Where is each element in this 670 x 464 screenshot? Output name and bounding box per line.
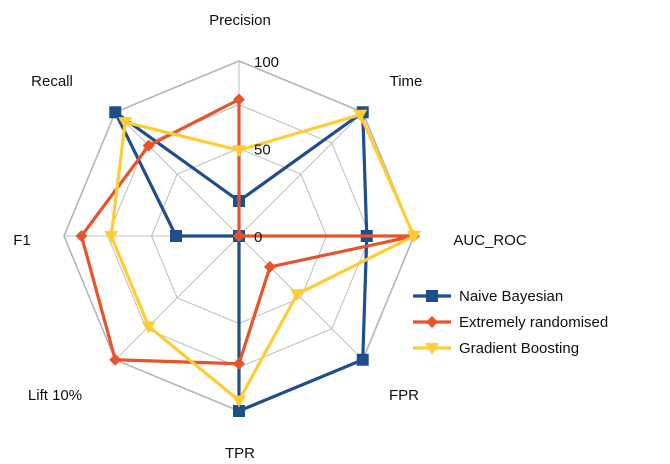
data-point <box>142 139 155 152</box>
axis-label: Precision <box>209 12 271 29</box>
data-point <box>233 93 245 106</box>
axis-label: AUC_ROC <box>453 232 527 249</box>
data-point <box>263 260 276 273</box>
axis-label: Recall <box>31 73 73 90</box>
legend-marker <box>426 290 438 302</box>
data-point <box>232 145 246 158</box>
legend-marker <box>426 316 438 328</box>
data-point <box>233 405 245 417</box>
data-point <box>118 117 133 130</box>
tick-label: 100 <box>254 54 279 71</box>
data-point <box>356 353 369 366</box>
axis-label: Time <box>390 73 423 90</box>
data-point <box>141 321 156 334</box>
grid-spoke <box>238 111 364 237</box>
data-point <box>109 106 122 119</box>
legend: Naive Bayesian Extremely randomised Gradie… <box>413 288 608 357</box>
legend-entry: Gradient Boosting <box>413 340 579 357</box>
radar-series <box>75 93 421 417</box>
radar-ticks: 0 50 100 <box>254 54 279 246</box>
tick-label: 0 <box>254 229 262 246</box>
legend-label: Gradient Boosting <box>459 340 579 357</box>
data-point <box>290 289 305 302</box>
legend-label: Extremely randomised <box>459 314 608 331</box>
data-point <box>104 231 119 243</box>
legend-entry: Naive Bayesian <box>413 288 563 305</box>
data-point <box>407 231 421 243</box>
axis-label: F1 <box>13 232 31 249</box>
data-point <box>109 353 122 366</box>
legend-marker <box>425 343 439 355</box>
data-point <box>75 230 88 242</box>
tick-label: 50 <box>254 142 271 159</box>
axis-label: Lift 10% <box>28 387 82 404</box>
grid-spoke <box>114 111 240 237</box>
grid-spoke <box>114 235 240 361</box>
grid-spoke <box>238 235 364 361</box>
data-point <box>353 109 368 122</box>
data-point <box>232 395 246 408</box>
data-point <box>170 230 182 242</box>
data-point <box>233 357 245 370</box>
series-2 <box>104 109 421 408</box>
data-point <box>233 230 245 242</box>
axis-label: TPR <box>225 445 255 462</box>
axis-label: FPR <box>389 387 419 404</box>
legend-entry: Extremely randomised <box>413 314 608 331</box>
radar-axis-labels: Precision Time AUC_ROC FPR TPR Lift 10% F1 Reca… <box>13 12 527 462</box>
legend-label: Naive Bayesian <box>459 288 563 305</box>
